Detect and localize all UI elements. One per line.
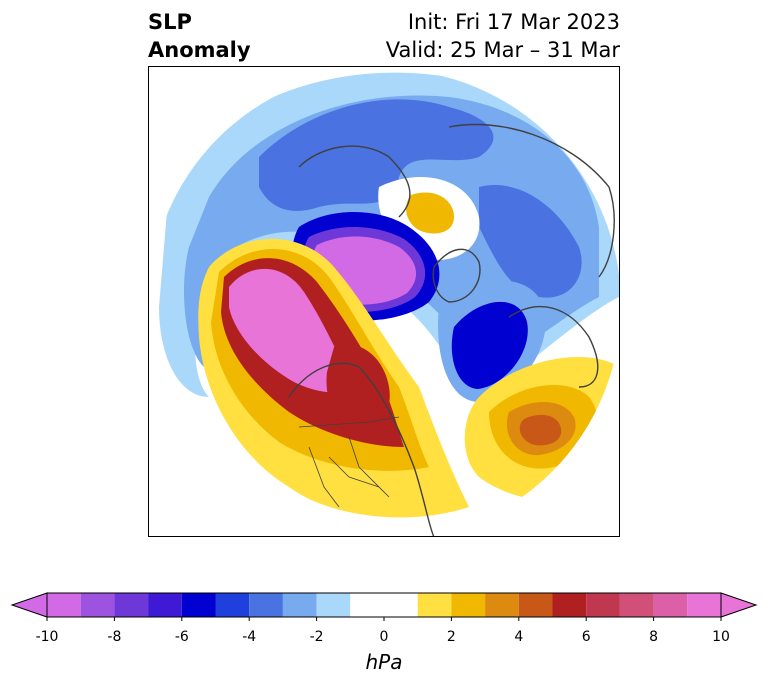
canada-coast <box>298 145 411 218</box>
init-date: Init: Fri 17 Mar 2023 <box>407 10 620 34</box>
colorbar-bin <box>485 593 519 617</box>
colorbar-tick-label: 2 <box>446 629 456 645</box>
colorbar-bin <box>586 593 620 617</box>
colorbar-tick-label: -10 <box>35 629 59 645</box>
coastlines <box>288 123 615 536</box>
colorbar-bin <box>417 593 452 617</box>
colorbar-bin <box>80 593 115 617</box>
negative-anomaly-ring3 <box>259 99 494 211</box>
colorbar-bin <box>451 593 486 617</box>
title-variable: SLP <box>148 10 192 34</box>
colorbar-bin <box>181 593 216 617</box>
colorbar-tick-label: -2 <box>309 629 324 645</box>
positive-anomaly-east-atlantic <box>519 414 562 446</box>
anomaly-field <box>159 72 619 518</box>
colorbar-unit-label: hPa <box>365 650 403 674</box>
colorbar-extend-min <box>10 592 48 618</box>
title-anomaly: Anomaly <box>148 38 251 62</box>
colorbar-bin <box>552 593 587 617</box>
colorbar-tick-label: -6 <box>174 629 189 645</box>
colorbar-bin <box>653 593 688 617</box>
colorbar-bin <box>518 593 553 617</box>
colorbar-tick-label: -4 <box>242 629 257 645</box>
colorbar-bin <box>148 593 182 617</box>
colorbar-bin <box>350 593 418 617</box>
colorbar-tick-label: 0 <box>379 629 389 645</box>
map-panel <box>148 66 620 537</box>
title-right: Init: Fri 17 Mar 2023 Valid: 25 Mar – 31… <box>386 8 620 64</box>
positive-anomaly-barents-kara <box>406 192 454 234</box>
europe-coast <box>508 305 599 388</box>
colorbar-bin <box>316 593 351 617</box>
colorbar-tick-label: 8 <box>649 629 659 645</box>
colorbar-extend-max <box>720 592 758 618</box>
country-borders <box>298 416 400 508</box>
colorbar-bin <box>282 593 317 617</box>
colorbar-tick-label: 10 <box>712 629 730 645</box>
negative-anomaly-north-atlantic <box>451 301 528 389</box>
title-left: SLP Anomaly <box>148 8 251 64</box>
colorbar-tick-label: 4 <box>514 629 524 645</box>
negative-anomaly-siberia <box>479 185 582 298</box>
colorbar-bin <box>215 593 250 617</box>
colorbar-bin <box>249 593 283 617</box>
positive-anomaly-north-america <box>326 344 390 433</box>
colorbar-bin <box>687 593 721 617</box>
greenland-coast <box>432 248 481 303</box>
positive-anomaly-northeast-pacific <box>229 268 354 393</box>
colorbar-bin <box>114 593 149 617</box>
colorbar-bin <box>47 593 81 617</box>
colorbar-bin <box>619 593 654 617</box>
colorbar-tick-label: -8 <box>107 629 122 645</box>
asia-coast <box>448 123 615 278</box>
anomaly-map <box>159 72 619 536</box>
valid-range: Valid: 25 Mar – 31 Mar <box>385 38 620 62</box>
colorbar-tick-label: 6 <box>581 629 591 645</box>
colorbar <box>10 592 758 621</box>
north-america-coast <box>288 362 435 536</box>
